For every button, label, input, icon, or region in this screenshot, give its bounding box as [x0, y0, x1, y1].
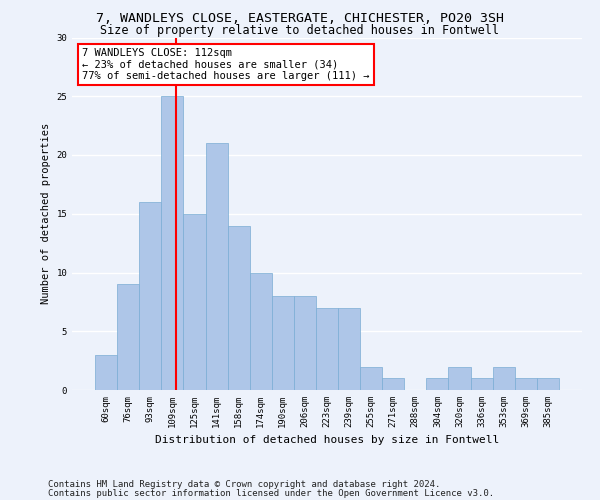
Bar [360, 366, 382, 390]
Text: Size of property relative to detached houses in Fontwell: Size of property relative to detached ho… [101, 24, 499, 37]
Bar [448, 366, 470, 390]
Bar [95, 355, 117, 390]
Bar [161, 96, 184, 390]
Text: 7 WANDLEYS CLOSE: 112sqm
← 23% of detached houses are smaller (34)
77% of semi-d: 7 WANDLEYS CLOSE: 112sqm ← 23% of detach… [82, 48, 370, 82]
Bar [184, 214, 206, 390]
Text: Contains public sector information licensed under the Open Government Licence v3: Contains public sector information licen… [48, 488, 494, 498]
Bar [515, 378, 537, 390]
Bar [338, 308, 360, 390]
Bar [139, 202, 161, 390]
Y-axis label: Number of detached properties: Number of detached properties [41, 123, 51, 304]
Bar [294, 296, 316, 390]
Bar [227, 226, 250, 390]
Bar [206, 143, 227, 390]
Bar [272, 296, 294, 390]
Bar [493, 366, 515, 390]
Bar [250, 272, 272, 390]
Bar [117, 284, 139, 390]
Text: 7, WANDLEYS CLOSE, EASTERGATE, CHICHESTER, PO20 3SH: 7, WANDLEYS CLOSE, EASTERGATE, CHICHESTE… [96, 12, 504, 26]
X-axis label: Distribution of detached houses by size in Fontwell: Distribution of detached houses by size … [155, 436, 499, 446]
Bar [470, 378, 493, 390]
Bar [427, 378, 448, 390]
Text: Contains HM Land Registry data © Crown copyright and database right 2024.: Contains HM Land Registry data © Crown c… [48, 480, 440, 489]
Bar [382, 378, 404, 390]
Bar [316, 308, 338, 390]
Bar [537, 378, 559, 390]
